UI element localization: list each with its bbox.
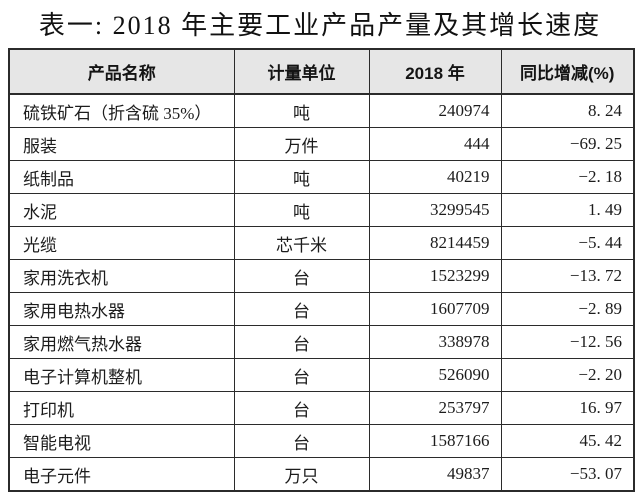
unit-cell: 吨 <box>233 93 370 128</box>
value-cell: 1587166 <box>368 424 502 458</box>
unit-cell: 芯千米 <box>233 226 370 260</box>
header-yoy-change: 同比增减(%) <box>500 48 635 95</box>
unit-cell: 吨 <box>233 193 370 227</box>
table-header-row: 产品名称 计量单位 2018 年 同比增减(%) <box>8 48 635 95</box>
change-cell: −12. 56 <box>500 325 635 359</box>
unit-cell: 台 <box>233 292 370 326</box>
value-cell: 1523299 <box>368 259 502 293</box>
unit-cell: 台 <box>233 325 370 359</box>
table-row: 水泥吨 3299545 1. 49 <box>8 193 635 227</box>
product-name-cell: 家用燃气热水器 <box>8 325 235 359</box>
product-name-cell: 纸制品 <box>8 160 235 194</box>
products-table: 产品名称 计量单位 2018 年 同比增减(%) 硫铁矿石（折含硫 35%）吨 2… <box>8 48 635 492</box>
table-row: 服装 万件 444 −69. 25 <box>8 127 635 161</box>
change-cell: 16. 97 <box>500 391 635 425</box>
unit-cell: 台 <box>233 259 370 293</box>
product-name-cell: 家用电热水器 <box>8 292 235 326</box>
value-cell: 1607709 <box>368 292 502 326</box>
unit-cell: 台 <box>233 424 370 458</box>
unit-cell: 台 <box>233 391 370 425</box>
product-name-cell: 打印机 <box>8 391 235 425</box>
table-body: 硫铁矿石（折含硫 35%）吨 240974 8. 24 服装 万件 444 −69. 25 纸… <box>8 93 635 492</box>
header-year-2018: 2018 年 <box>368 48 502 95</box>
change-cell: 1. 49 <box>500 193 635 227</box>
table-row: 家用燃气热水器台 338978 −12. 56 <box>8 325 635 359</box>
product-name-cell: 电子元件 <box>8 457 235 492</box>
unit-cell: 台 <box>233 358 370 392</box>
value-cell: 444 <box>368 127 502 161</box>
table-row: 电子计算机整机台 526090 −2. 20 <box>8 358 635 392</box>
value-cell: 253797 <box>368 391 502 425</box>
value-cell: 240974 <box>368 93 502 128</box>
change-cell: 8. 24 <box>500 93 635 128</box>
change-cell: −2. 89 <box>500 292 635 326</box>
product-name-cell: 硫铁矿石（折含硫 35%） <box>8 93 235 128</box>
value-cell: 526090 <box>368 358 502 392</box>
product-name-cell: 电子计算机整机 <box>8 358 235 392</box>
change-cell: −53. 07 <box>500 457 635 492</box>
table-row: 硫铁矿石（折含硫 35%）吨 240974 8. 24 <box>8 93 635 128</box>
table-row: 智能电视台 1587166 45. 42 <box>8 424 635 458</box>
product-name-cell: 服装 <box>8 127 235 161</box>
table-row: 电子元件 万只 49837 −53. 07 <box>8 457 635 492</box>
table-row: 光缆 芯千米 8214459 −5. 44 <box>8 226 635 260</box>
table-row: 家用洗衣机台 1523299 −13. 72 <box>8 259 635 293</box>
table-row: 打印机台 253797 16. 97 <box>8 391 635 425</box>
value-cell: 8214459 <box>368 226 502 260</box>
product-name-cell: 水泥 <box>8 193 235 227</box>
value-cell: 40219 <box>368 160 502 194</box>
change-cell: −2. 18 <box>500 160 635 194</box>
table-row: 家用电热水器台 1607709 −2. 89 <box>8 292 635 326</box>
product-name-cell: 智能电视 <box>8 424 235 458</box>
change-cell: −5. 44 <box>500 226 635 260</box>
unit-cell: 万只 <box>233 457 370 492</box>
change-cell: 45. 42 <box>500 424 635 458</box>
unit-cell: 万件 <box>233 127 370 161</box>
value-cell: 3299545 <box>368 193 502 227</box>
unit-cell: 吨 <box>233 160 370 194</box>
product-name-cell: 光缆 <box>8 226 235 260</box>
value-cell: 338978 <box>368 325 502 359</box>
change-cell: −69. 25 <box>500 127 635 161</box>
product-name-cell: 家用洗衣机 <box>8 259 235 293</box>
value-cell: 49837 <box>368 457 502 492</box>
header-unit: 计量单位 <box>233 48 370 95</box>
table-row: 纸制品吨 40219 −2. 18 <box>8 160 635 194</box>
header-product-name: 产品名称 <box>8 48 235 95</box>
change-cell: −2. 20 <box>500 358 635 392</box>
change-cell: −13. 72 <box>500 259 635 293</box>
table-title: 表一: 2018 年主要工业产品产量及其增长速度 <box>38 11 602 40</box>
